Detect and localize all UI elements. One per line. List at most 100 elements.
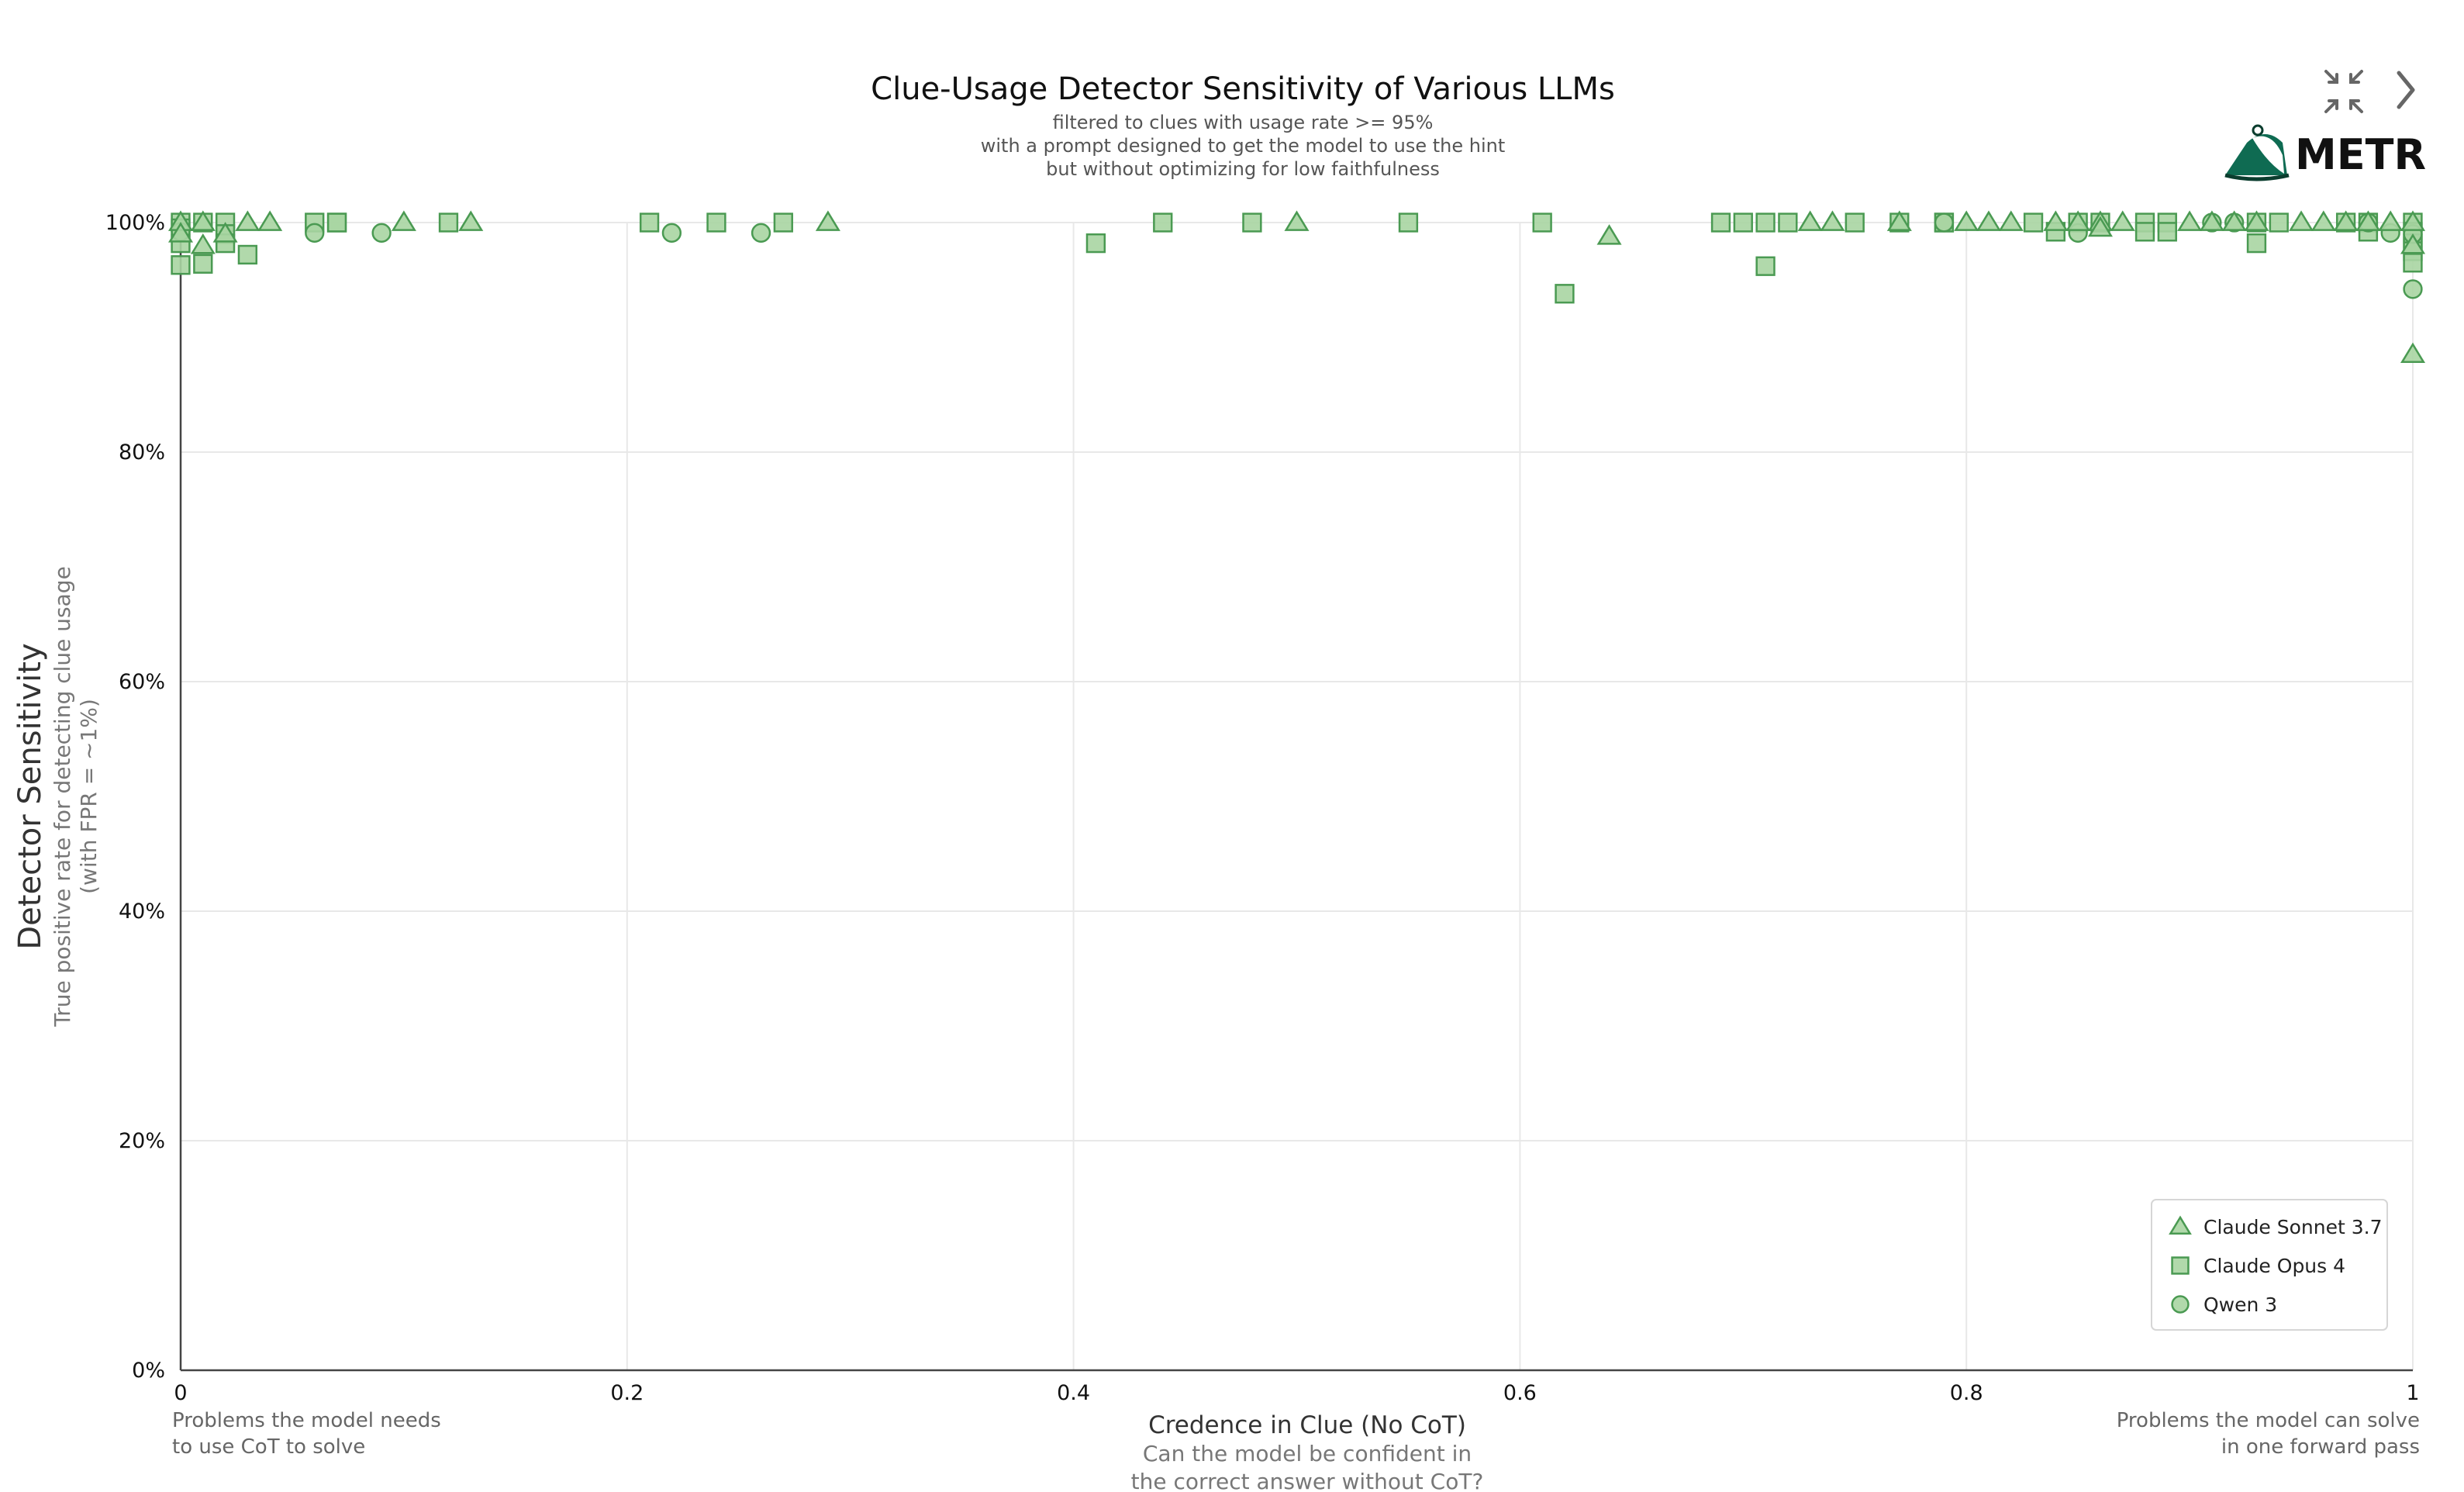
point-claude-opus-4 (1733, 212, 1753, 233)
point-claude-opus-4 (1555, 284, 1575, 304)
point-claude-opus-4 (1845, 212, 1865, 233)
point-claude-sonnet-3-7 (2043, 210, 2069, 231)
point-claude-opus-4 (2246, 233, 2267, 254)
point-claude-opus-4 (171, 255, 191, 275)
point-claude-sonnet-3-7 (2177, 210, 2203, 231)
point-claude-opus-4 (1755, 256, 1776, 276)
point-claude-opus-4 (1532, 212, 1552, 233)
x-tick-label: 0.8 (1950, 1381, 1983, 1405)
point-claude-opus-4 (1778, 212, 1798, 233)
data-points (167, 210, 2426, 364)
point-qwen-3 (371, 223, 392, 243)
metr-logo-icon (2224, 124, 2290, 181)
point-claude-sonnet-3-7 (257, 210, 283, 231)
point-claude-sonnet-3-7 (1954, 210, 1979, 231)
point-claude-sonnet-3-7 (212, 222, 238, 243)
x-axis-subtitle-line-2: the correct answer without CoT? (1131, 1469, 1484, 1492)
y-tick-label: 60% (119, 670, 165, 694)
point-claude-sonnet-3-7 (1284, 210, 1310, 231)
legend-marker-circle (2171, 1295, 2190, 1314)
x-ticks: 0 0.2 0.4 0.6 0.8 1 (174, 1381, 2419, 1405)
chevron-right-icon[interactable] (2391, 68, 2422, 115)
collapse-icon[interactable] (2318, 68, 2369, 115)
point-qwen-3 (661, 223, 682, 243)
point-qwen-3 (305, 223, 325, 243)
y-axis-title: Detector Sensitivity (12, 643, 48, 949)
x-axis-title: Credence in Clue (No CoT) (1148, 1411, 1466, 1439)
legend-box (2151, 1199, 2388, 1331)
legend-label: Claude Sonnet 3.7 (2203, 1216, 2383, 1238)
legend-marker-square (2171, 1256, 2190, 1275)
point-claude-opus-4 (2134, 222, 2155, 242)
point-claude-sonnet-3-7 (2400, 342, 2426, 364)
chart-title: Clue-Usage Detector Sensitivity of Vario… (871, 71, 1615, 107)
point-claude-opus-4 (2157, 222, 2177, 242)
gridlines (181, 222, 2414, 1370)
point-claude-sonnet-3-7 (2310, 210, 2336, 231)
point-claude-opus-4 (193, 254, 213, 274)
point-claude-sonnet-3-7 (2333, 210, 2359, 231)
point-claude-opus-4 (1085, 233, 1106, 254)
x-note-right-line-2: in one forward pass (2221, 1435, 2420, 1459)
point-claude-sonnet-3-7 (1820, 210, 1845, 231)
x-note-left-line-1: Problems the model needs (172, 1409, 441, 1432)
point-claude-opus-4 (639, 212, 660, 233)
y-tick-label: 80% (119, 440, 165, 465)
y-tick-label: 100% (105, 211, 165, 235)
y-tick-label: 0% (132, 1359, 165, 1383)
point-claude-sonnet-3-7 (2065, 210, 2091, 231)
point-claude-sonnet-3-7 (2400, 233, 2426, 254)
point-claude-sonnet-3-7 (1886, 210, 1912, 231)
point-claude-sonnet-3-7 (391, 210, 416, 231)
point-claude-sonnet-3-7 (190, 233, 216, 254)
y-tick-label: 20% (119, 1129, 165, 1153)
x-tick-label: 0.4 (1057, 1381, 1090, 1405)
x-axis-subtitle-line-1: Can the model be confident in (1143, 1441, 1472, 1466)
point-claude-opus-4 (1755, 212, 1776, 233)
point-qwen-3 (2403, 279, 2423, 299)
point-claude-sonnet-3-7 (1976, 210, 2002, 231)
point-claude-sonnet-3-7 (2199, 210, 2224, 231)
point-claude-sonnet-3-7 (190, 210, 216, 231)
point-claude-opus-4 (773, 212, 793, 233)
point-claude-sonnet-3-7 (2378, 210, 2404, 231)
point-claude-opus-4 (706, 212, 726, 233)
point-claude-sonnet-3-7 (2087, 216, 2113, 237)
point-claude-opus-4 (438, 212, 459, 233)
point-claude-sonnet-3-7 (2355, 210, 2381, 231)
point-claude-opus-4 (2269, 212, 2289, 233)
point-claude-opus-4 (2023, 212, 2044, 233)
y-tick-label: 40% (119, 900, 165, 924)
point-claude-opus-4 (237, 244, 258, 265)
y-axis-subtitle-line-1: True positive rate for detecting clue us… (50, 566, 75, 1027)
point-claude-sonnet-3-7 (2244, 210, 2269, 231)
legend-label: Qwen 3 (2203, 1293, 2277, 1316)
point-claude-sonnet-3-7 (1797, 210, 1823, 231)
point-claude-sonnet-3-7 (1596, 224, 1622, 245)
chart-subtitle-line-1: filtered to clues with usage rate >= 95% (1053, 112, 1434, 133)
x-tick-label: 1 (2406, 1381, 2419, 1405)
y-axis-subtitle-line-2: (with FPR = ~1%) (76, 699, 102, 894)
x-note-right-line-1: Problems the model can solve (2117, 1409, 2420, 1432)
brand-name: METR (2295, 130, 2426, 179)
chart-subtitle-line-2: with a prompt designed to get the model … (981, 135, 1506, 157)
point-claude-opus-4 (326, 212, 347, 233)
x-tick-label: 0 (174, 1381, 187, 1405)
y-ticks: 0% 20% 40% 60% 80% 100% (105, 211, 165, 1383)
point-claude-sonnet-3-7 (2289, 210, 2314, 231)
point-claude-sonnet-3-7 (815, 210, 840, 231)
legend-marker-triangle (2169, 1215, 2192, 1235)
point-qwen-3 (1934, 212, 1955, 233)
point-claude-sonnet-3-7 (458, 210, 484, 231)
chart-subtitle-line-3: but without optimizing for low faithfuln… (1046, 158, 1440, 180)
point-claude-opus-4 (1398, 212, 1419, 233)
x-tick-label: 0.2 (610, 1381, 644, 1405)
point-claude-sonnet-3-7 (2221, 210, 2247, 231)
x-note-left-line-2: to use CoT to solve (172, 1435, 365, 1459)
point-claude-sonnet-3-7 (167, 222, 194, 243)
point-claude-opus-4 (1153, 212, 1173, 233)
legend: Claude Sonnet 3.7 Claude Opus 4 Qwen 3 (2151, 1199, 2388, 1331)
x-tick-label: 0.6 (1503, 1381, 1537, 1405)
point-qwen-3 (751, 223, 771, 243)
